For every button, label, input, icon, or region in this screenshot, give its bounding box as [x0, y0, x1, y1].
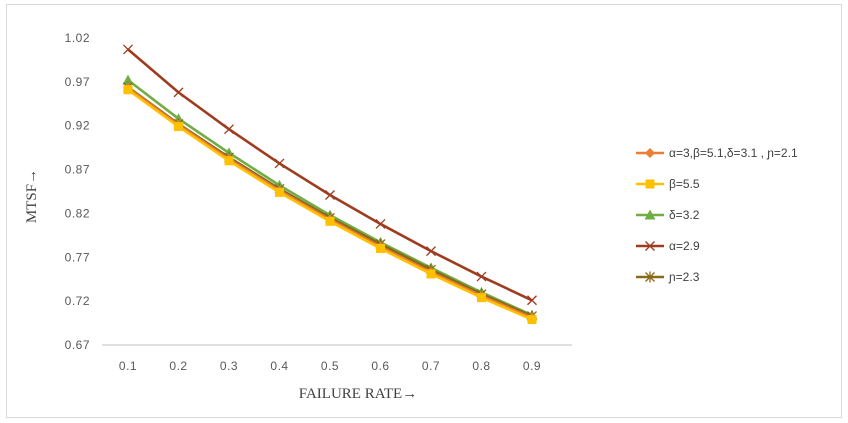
- legend-item: β=5.5: [636, 177, 700, 191]
- data-point: [375, 218, 386, 229]
- data-point: [173, 87, 184, 98]
- x-tick-label: 0.4: [270, 359, 288, 373]
- x-tick-label: 0.3: [220, 359, 238, 373]
- legend-label: δ=3.2: [669, 208, 700, 222]
- y-tick-label: 0.72: [65, 294, 90, 308]
- legend-item: ɲ=2.3: [636, 270, 700, 284]
- legend-marker: [645, 179, 655, 189]
- data-point: [527, 295, 537, 306]
- x-axis-ticks: 0.1 0.2 0.3 0.4 0.5 0.6 0.7 0.8 0.9: [119, 359, 541, 373]
- x-tick-label: 0.5: [321, 359, 339, 373]
- y-axis-ticks: 0.67 0.72 0.77 0.82 0.87 0.92 0.97 1.02: [65, 31, 90, 352]
- series-lines: [122, 44, 538, 325]
- chart-area: [6, 4, 842, 418]
- series-line: [127, 86, 533, 318]
- legend-label: ɲ=2.3: [668, 270, 700, 284]
- legend: α=3,β=5.1,δ=3.1 , ɲ=2.1 β=5.5 δ=3.2 α=2.9 ɲ=…: [636, 146, 798, 284]
- legend-label: β=5.5: [669, 177, 700, 191]
- data-point: [123, 44, 133, 55]
- x-tick-label: 0.6: [371, 359, 389, 373]
- series-5: [123, 81, 537, 322]
- legend-item: α=2.9: [636, 239, 700, 253]
- y-axis-title: MTSF→: [24, 169, 40, 223]
- legend-marker: [645, 241, 655, 251]
- y-tick-label: 1.02: [65, 31, 90, 45]
- data-point: [325, 190, 335, 200]
- data-point: [376, 244, 385, 254]
- y-tick-label: 0.67: [65, 338, 90, 352]
- x-tick-label: 0.8: [472, 359, 490, 373]
- legend-item: δ=3.2: [636, 208, 700, 222]
- x-tick-label: 0.1: [119, 359, 137, 373]
- data-point: [426, 269, 436, 279]
- y-tick-label: 0.97: [65, 75, 90, 89]
- legend-item: α=3,β=5.1,δ=3.1 , ɲ=2.1: [636, 146, 798, 160]
- x-tick-label: 0.7: [422, 359, 440, 373]
- data-point: [477, 293, 486, 303]
- series-4: [123, 44, 537, 306]
- series-line: [127, 79, 533, 317]
- data-point: [274, 158, 285, 169]
- data-point: [174, 122, 183, 132]
- legend-marker: [645, 148, 655, 158]
- series-1: [123, 82, 537, 323]
- series-line: [127, 48, 533, 302]
- data-point: [275, 187, 284, 197]
- x-axis-title: FAILURE RATE→: [299, 386, 417, 402]
- data-point: [476, 271, 487, 282]
- data-point: [527, 315, 537, 325]
- data-point: [122, 74, 134, 85]
- y-tick-label: 0.87: [65, 163, 90, 177]
- series-line: [127, 86, 533, 320]
- data-point: [224, 156, 234, 166]
- x-tick-label: 0.9: [523, 359, 541, 373]
- data-point: [123, 85, 133, 95]
- legend-label: α=3,β=5.1,δ=3.1 , ɲ=2.1: [669, 146, 798, 160]
- series-2: [123, 85, 537, 325]
- legend-marker: [644, 209, 656, 220]
- data-point: [325, 216, 335, 226]
- legend-marker: [645, 271, 655, 283]
- y-tick-label: 0.82: [65, 206, 90, 220]
- data-point: [426, 246, 436, 257]
- data-point: [224, 124, 234, 135]
- x-tick-label: 0.2: [169, 359, 187, 373]
- y-tick-label: 0.77: [65, 250, 90, 264]
- legend-label: α=2.9: [669, 239, 700, 253]
- y-tick-label: 0.92: [65, 119, 90, 133]
- series-3: [122, 74, 538, 320]
